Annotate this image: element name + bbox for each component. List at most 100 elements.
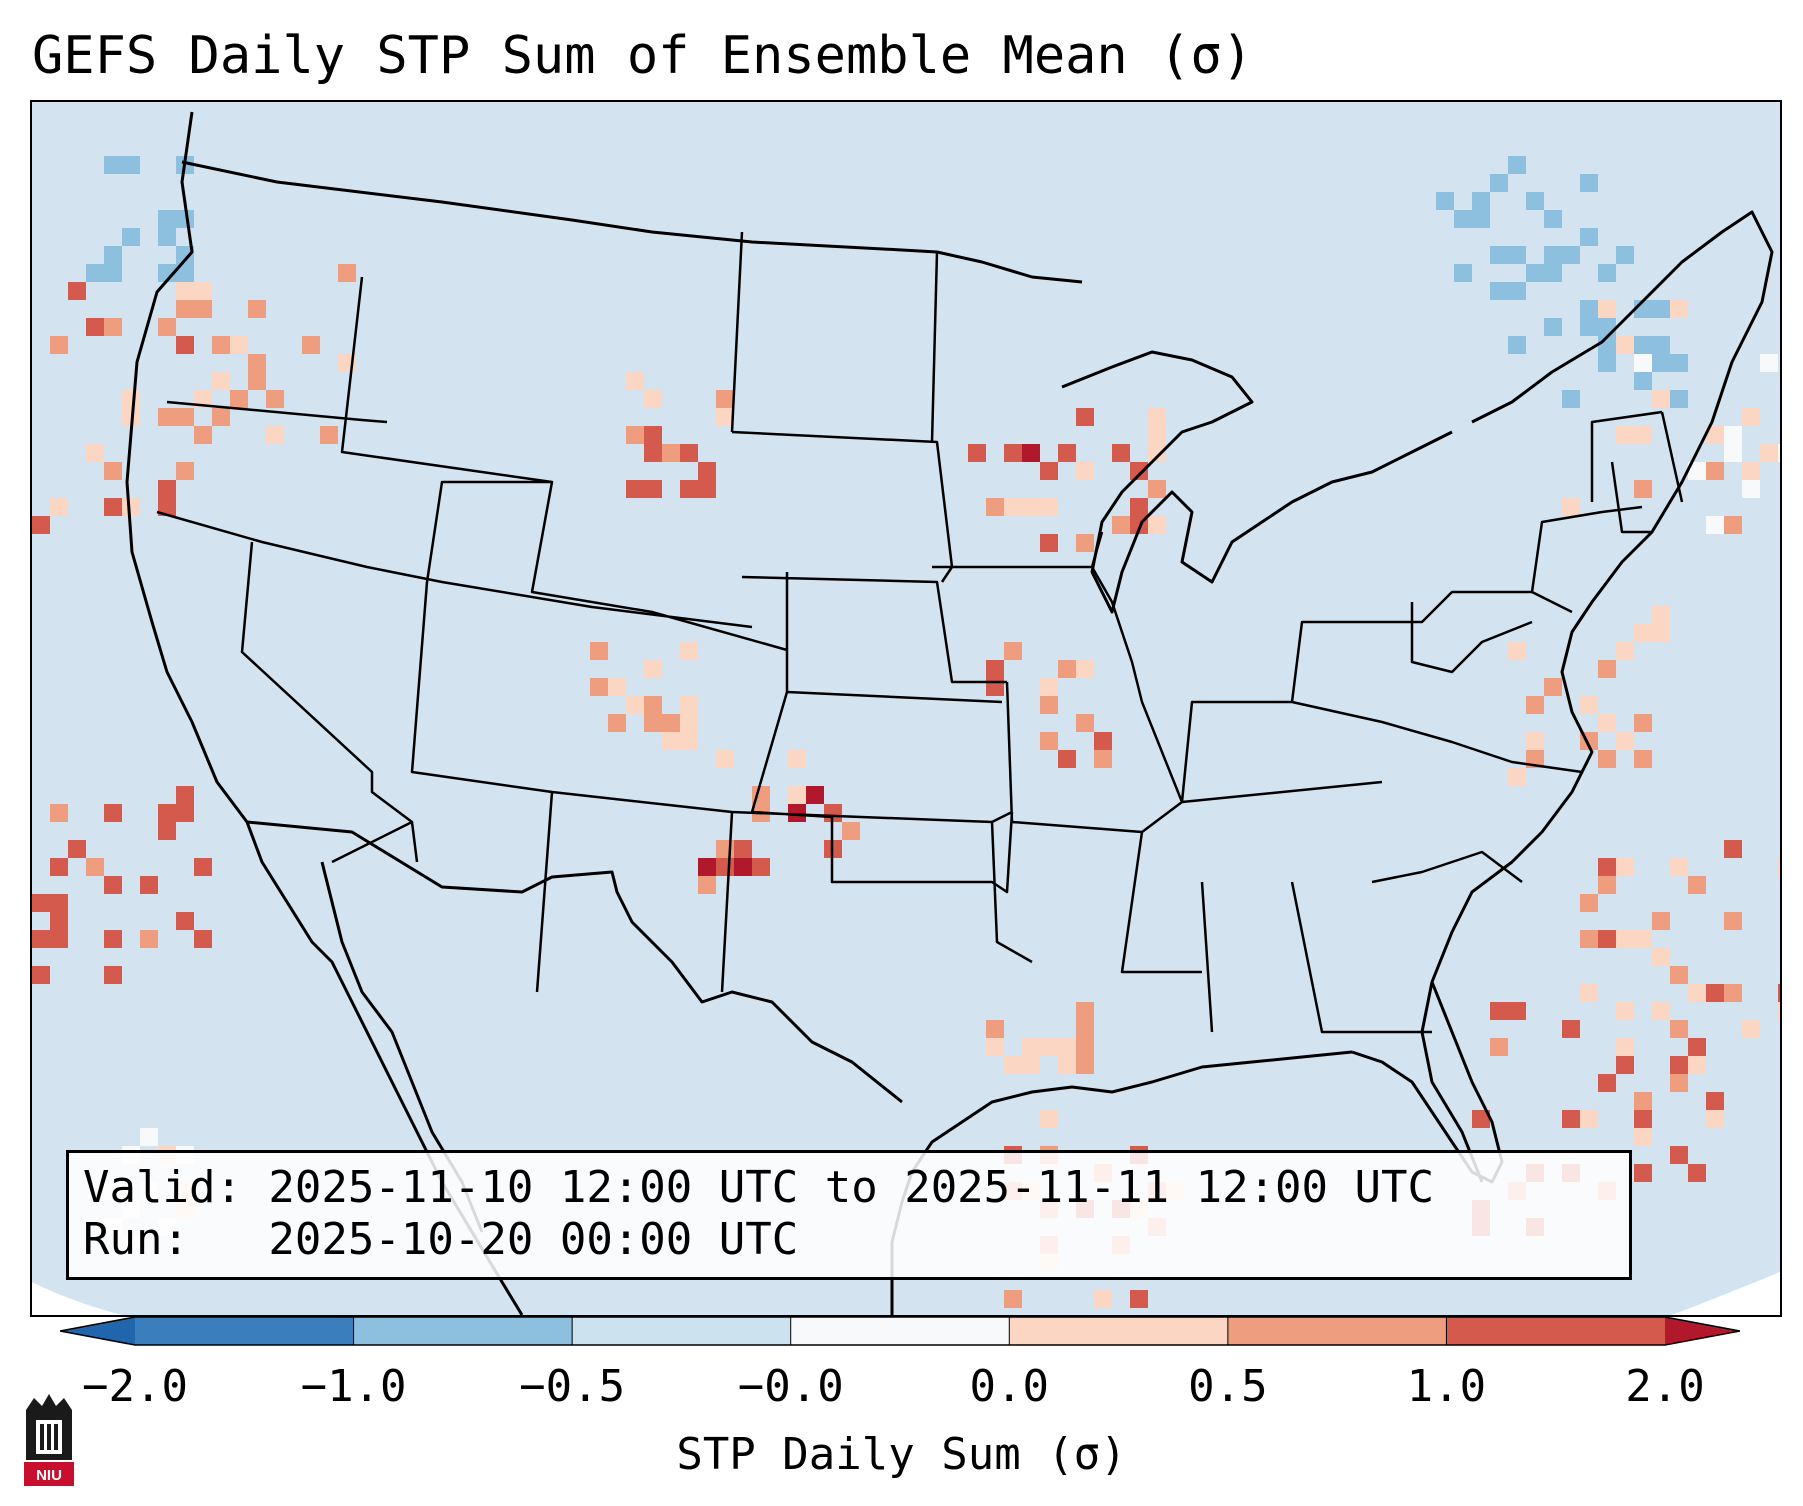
colorbar-bin bbox=[135, 1317, 355, 1345]
anomaly-cell bbox=[1724, 984, 1742, 1002]
anomaly-cell bbox=[1454, 264, 1472, 282]
anomaly-cell bbox=[1490, 174, 1508, 192]
anomaly-cell bbox=[716, 408, 734, 426]
anomaly-cell bbox=[158, 210, 176, 228]
anomaly-cell bbox=[104, 966, 122, 984]
anomaly-cell bbox=[644, 444, 662, 462]
anomaly-cell bbox=[32, 930, 50, 948]
anomaly-cell bbox=[122, 390, 140, 408]
anomaly-cell bbox=[1670, 1074, 1688, 1092]
anomaly-cell bbox=[1580, 930, 1598, 948]
colorbar-outline bbox=[60, 1316, 1740, 1346]
anomaly-cell bbox=[1544, 318, 1562, 336]
anomaly-cell bbox=[1742, 1020, 1760, 1038]
anomaly-cell bbox=[1778, 858, 1780, 876]
anomaly-cell bbox=[1004, 642, 1022, 660]
anomaly-cell bbox=[1130, 462, 1148, 480]
anomaly-cell bbox=[1076, 660, 1094, 678]
anomaly-cell bbox=[140, 1128, 158, 1146]
coastline-northeast bbox=[1420, 210, 1774, 1183]
anomaly-cell bbox=[1508, 336, 1526, 354]
colorbar-bin bbox=[1227, 1317, 1447, 1345]
anomaly-cell bbox=[1652, 606, 1670, 624]
anomaly-cell bbox=[1544, 678, 1562, 696]
anomaly-cell bbox=[1598, 714, 1616, 732]
anomaly-cell bbox=[1634, 372, 1652, 390]
anomaly-cell bbox=[176, 246, 194, 264]
anomaly-cell bbox=[986, 660, 1004, 678]
anomaly-cell bbox=[86, 264, 104, 282]
anomaly-cell bbox=[734, 858, 752, 876]
anomaly-cell bbox=[1598, 930, 1616, 948]
map-panel[interactable] bbox=[30, 100, 1782, 1317]
anomaly-cell bbox=[122, 156, 140, 174]
anomaly-cell bbox=[1544, 246, 1562, 264]
anomaly-cell bbox=[104, 264, 122, 282]
anomaly-cell bbox=[1040, 732, 1058, 750]
anomaly-cell bbox=[716, 390, 734, 408]
anomaly-cell bbox=[1544, 264, 1562, 282]
anomaly-cell bbox=[1472, 210, 1490, 228]
anomaly-cell bbox=[1022, 1038, 1040, 1056]
anomaly-cell bbox=[698, 858, 716, 876]
anomaly-cell bbox=[590, 642, 608, 660]
anomaly-cell bbox=[1634, 1092, 1652, 1110]
anomaly-cell bbox=[986, 678, 1004, 696]
anomaly-cell bbox=[1742, 480, 1760, 498]
colorbar-tick-label: 2.0 bbox=[1625, 1361, 1705, 1412]
projection-edge bbox=[32, 1282, 122, 1315]
anomaly-cell bbox=[1706, 1092, 1724, 1110]
anomaly-cell bbox=[680, 480, 698, 498]
anomaly-cell bbox=[1724, 444, 1742, 462]
anomaly-cell bbox=[194, 858, 212, 876]
anomaly-cell bbox=[1598, 354, 1616, 372]
anomaly-cell bbox=[158, 228, 176, 246]
border-canada bbox=[181, 160, 1083, 284]
anomaly-cell bbox=[680, 732, 698, 750]
anomaly-cell bbox=[1634, 1110, 1652, 1128]
anomaly-cell bbox=[1634, 930, 1652, 948]
anomaly-cell bbox=[1148, 480, 1166, 498]
anomaly-cell bbox=[1688, 1038, 1706, 1056]
anomaly-cell bbox=[248, 372, 266, 390]
anomaly-cell bbox=[986, 1020, 1004, 1038]
anomaly-cell bbox=[1490, 1038, 1508, 1056]
anomaly-cell bbox=[1652, 624, 1670, 642]
anomaly-cell bbox=[1634, 480, 1652, 498]
anomaly-cell bbox=[662, 732, 680, 750]
anomaly-cell bbox=[230, 336, 248, 354]
anomaly-cell bbox=[194, 426, 212, 444]
anomaly-cell bbox=[1652, 300, 1670, 318]
coastline-west bbox=[125, 111, 524, 1315]
anomaly-cell bbox=[86, 858, 104, 876]
anomaly-cell bbox=[1040, 1110, 1058, 1128]
anomaly-cell bbox=[1040, 696, 1058, 714]
anomaly-cell bbox=[1004, 1056, 1022, 1074]
anomaly-cell bbox=[1616, 930, 1634, 948]
anomaly-cell bbox=[986, 498, 1004, 516]
anomaly-cell bbox=[50, 498, 68, 516]
anomaly-cell bbox=[1130, 498, 1148, 516]
anomaly-cell bbox=[212, 336, 230, 354]
anomaly-cell bbox=[1760, 354, 1778, 372]
anomaly-cell bbox=[788, 804, 806, 822]
anomaly-cell bbox=[1670, 354, 1688, 372]
anomaly-cell bbox=[1652, 912, 1670, 930]
anomaly-cell bbox=[1490, 1002, 1508, 1020]
anomaly-cell bbox=[158, 498, 176, 516]
anomaly-cell bbox=[1148, 408, 1166, 426]
anomaly-cell bbox=[734, 840, 752, 858]
anomaly-cell bbox=[806, 786, 824, 804]
anomaly-cell bbox=[1598, 858, 1616, 876]
anomaly-cell bbox=[1598, 750, 1616, 768]
anomaly-cell bbox=[1688, 876, 1706, 894]
anomaly-cell bbox=[266, 426, 284, 444]
anomaly-cell bbox=[1724, 426, 1742, 444]
anomaly-cell bbox=[1616, 336, 1634, 354]
anomaly-cell bbox=[1778, 984, 1780, 1002]
anomaly-cell bbox=[1076, 462, 1094, 480]
page-title: GEFS Daily STP Sum of Ensemble Mean (σ) bbox=[32, 26, 1253, 86]
anomaly-cell bbox=[1562, 498, 1580, 516]
anomaly-cell bbox=[608, 714, 626, 732]
anomaly-cell bbox=[1040, 498, 1058, 516]
